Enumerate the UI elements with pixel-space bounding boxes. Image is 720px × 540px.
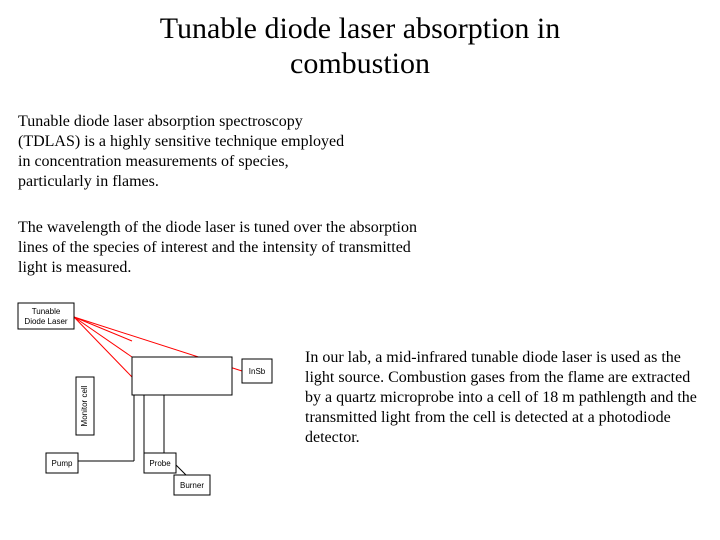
paragraph-wavelength: The wavelength of the diode laser is tun… bbox=[18, 218, 438, 278]
title-line-1: Tunable diode laser absorption in bbox=[160, 12, 561, 45]
title-line-2: combustion bbox=[290, 47, 430, 80]
svg-text:Tunable: Tunable bbox=[32, 307, 61, 316]
page-title: Tunable diode laser absorption in combus… bbox=[0, 0, 720, 81]
svg-text:InSb: InSb bbox=[249, 367, 266, 376]
svg-text:Pump: Pump bbox=[52, 459, 73, 468]
paragraph-intro: Tunable diode laser absorption spectrosc… bbox=[18, 112, 358, 192]
svg-text:Diode Laser: Diode Laser bbox=[24, 317, 67, 326]
svg-text:Monitor cell: Monitor cell bbox=[80, 385, 89, 426]
paragraph-lab: In our lab, a mid-infrared tunable diode… bbox=[305, 348, 705, 448]
svg-text:Burner: Burner bbox=[180, 481, 204, 490]
tdlas-schematic: TunableDiode Laser Monitor cell InSb Pump Pr… bbox=[14, 297, 304, 497]
svg-text:Probe: Probe bbox=[149, 459, 171, 468]
